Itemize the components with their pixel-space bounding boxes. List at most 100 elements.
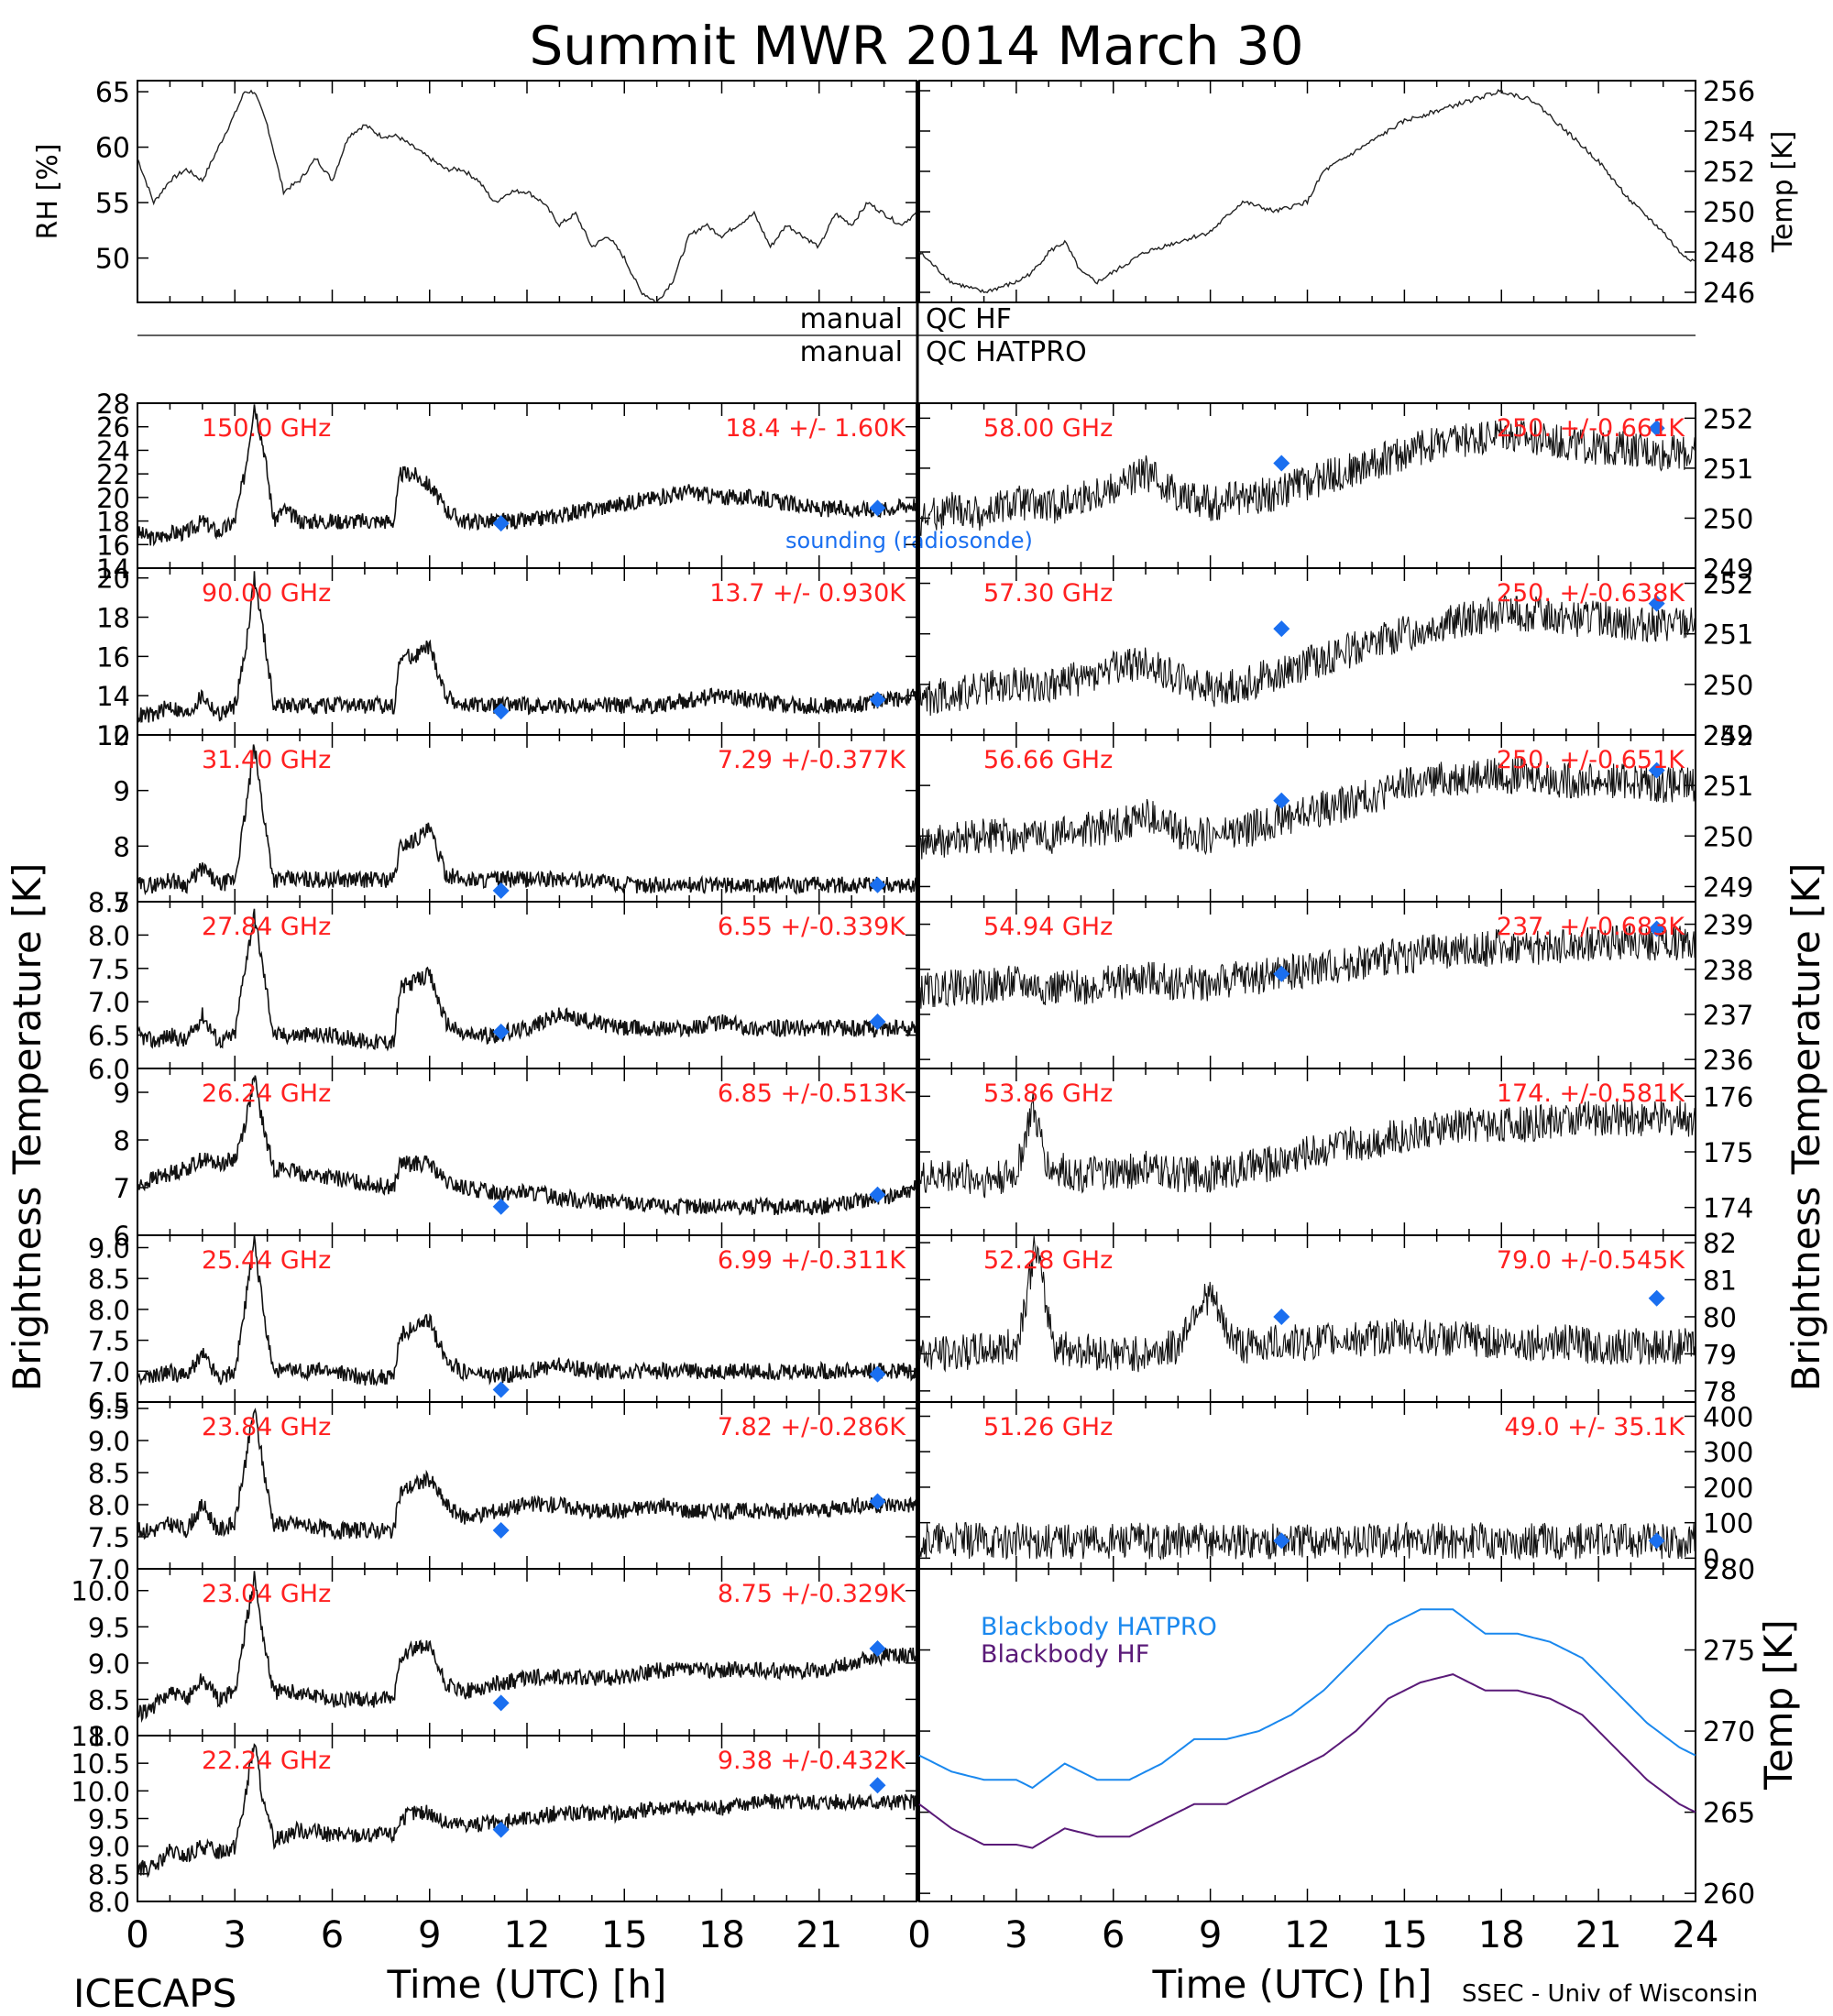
brightness-temp-trace xyxy=(918,420,1696,536)
met-series-line xyxy=(918,88,1696,294)
sounding-marker xyxy=(1648,761,1665,779)
y-tick-label: 252 xyxy=(1703,157,1755,189)
y-tick-label: 248 xyxy=(1703,237,1755,269)
channel-frequency-label: 23.04 GHz xyxy=(202,1580,331,1608)
y-tick-label: 260 xyxy=(1703,1879,1755,1911)
y-tick-label: 9.0 xyxy=(88,1233,130,1264)
channel-frequency-label: 51.26 GHz xyxy=(983,1413,1113,1441)
y-tick-label: 10.0 xyxy=(71,1776,130,1807)
footer-right: SSEC - Univ of Wisconsin xyxy=(1462,1980,1758,2008)
y-tick-label: 50 xyxy=(95,244,130,276)
y-tick-label: 270 xyxy=(1703,1716,1755,1748)
y-tick-label: 7.5 xyxy=(88,1522,130,1553)
brightness-temp-trace xyxy=(918,1235,1696,1373)
sounding-marker xyxy=(1648,420,1665,437)
y-tick-label: 6.0 xyxy=(88,1054,130,1085)
y-tick-label: 9.0 xyxy=(88,1426,130,1457)
y-tick-label: 250 xyxy=(1703,197,1755,229)
brightness-temp-trace xyxy=(137,1571,916,1724)
sounding-marker xyxy=(1273,455,1290,472)
y-tick-label: 14 xyxy=(96,553,130,585)
y-tick-label: 8.0 xyxy=(88,1490,130,1521)
y-tick-label: 7.0 xyxy=(88,1356,130,1387)
y-tick-label: 250 xyxy=(1703,821,1753,852)
x-tick-label: 3 xyxy=(224,1914,247,1956)
y-tick-label: 249 xyxy=(1703,553,1753,585)
footer-left: ICECAPS xyxy=(73,1971,236,2016)
channel-stat-label: 79.0 +/-0.545K xyxy=(1497,1246,1685,1275)
y-tick-label: 175 xyxy=(1703,1137,1753,1168)
sounding-marker xyxy=(492,1821,510,1838)
y-tick-label: 8.0 xyxy=(88,1295,130,1326)
x-tick-label: 21 xyxy=(796,1914,842,1956)
y-tick-label: 9.0 xyxy=(88,1649,130,1680)
y-tick-label: 252 xyxy=(1703,569,1753,600)
channel-frequency-label: 56.66 GHz xyxy=(983,746,1113,774)
channel-stat-label: 250. +/-0.661K xyxy=(1497,414,1685,443)
y-tick-label: 249 xyxy=(1703,720,1753,751)
panel-frame xyxy=(918,80,1696,303)
y-tick-label: 6 xyxy=(114,1221,130,1252)
x-tick-label: 9 xyxy=(1199,1914,1222,1956)
y-tick-label: 55 xyxy=(95,188,130,220)
sounding-marker xyxy=(1273,792,1290,809)
brightness-temp-trace xyxy=(918,924,1696,1009)
channel-frequency-label: 31.40 GHz xyxy=(202,746,331,774)
y-tick-label: 256 xyxy=(1703,76,1755,108)
y-tick-label: 176 xyxy=(1703,1081,1753,1112)
blackbody-hatpro-line xyxy=(918,1608,1696,1790)
y-tick-label: 16 xyxy=(96,641,130,673)
sounding-marker xyxy=(1648,1532,1665,1550)
y-tick-label: 6.5 xyxy=(88,1021,130,1052)
y-tick-label: 79 xyxy=(1703,1339,1737,1370)
x-tick-label: 18 xyxy=(698,1914,745,1956)
brightness-temp-trace xyxy=(137,404,916,547)
y-tick-label: 18 xyxy=(96,507,130,538)
sounding-marker xyxy=(1273,1308,1290,1325)
y-tick-label: 65 xyxy=(95,77,130,109)
brightness-temp-trace xyxy=(137,1235,916,1386)
y-tick-label: 7.0 xyxy=(88,987,130,1018)
x-tick-label: 9 xyxy=(418,1914,441,1956)
x-axis-label: Time (UTC) [h] xyxy=(1152,1962,1432,2007)
y-tick-label: 20 xyxy=(96,483,130,514)
channel-stat-label: 237. +/-0.683K xyxy=(1497,913,1685,941)
sounding-marker xyxy=(1648,920,1665,937)
right-axis-title: Brightness Temperature [K] xyxy=(1784,863,1828,1392)
y-tick-label: 249 xyxy=(1703,871,1753,903)
chart-title: Summit MWR 2014 March 30 xyxy=(529,15,1303,77)
sounding-marker xyxy=(869,499,886,517)
y-tick-label: 14 xyxy=(96,681,130,712)
channel-frequency-label: 25.44 GHz xyxy=(202,1246,331,1275)
channel-frequency-label: 58.00 GHz xyxy=(983,414,1113,443)
channel-stat-label: 6.55 +/-0.339K xyxy=(718,913,906,941)
y-tick-label: 251 xyxy=(1703,454,1753,485)
y-tick-label: 28 xyxy=(96,389,130,420)
brightness-temp-trace xyxy=(918,1521,1696,1561)
brightness-temp-trace xyxy=(918,1091,1696,1199)
y-tick-label: 9 xyxy=(114,776,130,807)
met-ylabel: RH [%] xyxy=(32,144,64,240)
qc-row-label: manual xyxy=(800,303,903,335)
sounding-marker xyxy=(1273,620,1290,638)
y-tick-label: 12 xyxy=(96,720,130,751)
x-tick-label: 6 xyxy=(321,1914,344,1956)
y-tick-label: 9.5 xyxy=(88,1612,130,1643)
blackbody-hf-line xyxy=(918,1673,1696,1849)
sounding-marker xyxy=(492,515,510,532)
sounding-marker xyxy=(869,1186,886,1203)
channel-frequency-label: 26.24 GHz xyxy=(202,1079,331,1108)
x-tick-label: 15 xyxy=(601,1914,648,1956)
sounding-marker xyxy=(492,703,510,720)
legend-entry: Blackbody HATPRO xyxy=(981,1613,1217,1641)
sounding-marker xyxy=(1648,1289,1665,1307)
y-tick-label: 252 xyxy=(1703,403,1753,434)
sounding-legend: sounding (radiosonde) xyxy=(785,528,1033,553)
channel-frequency-label: 54.94 GHz xyxy=(983,913,1113,941)
sounding-marker xyxy=(869,1013,886,1031)
sounding-marker xyxy=(492,1694,510,1712)
qc-row-label: manual xyxy=(800,336,903,368)
brightness-temp-trace xyxy=(137,1743,916,1879)
y-tick-label: 237 xyxy=(1703,1000,1753,1031)
